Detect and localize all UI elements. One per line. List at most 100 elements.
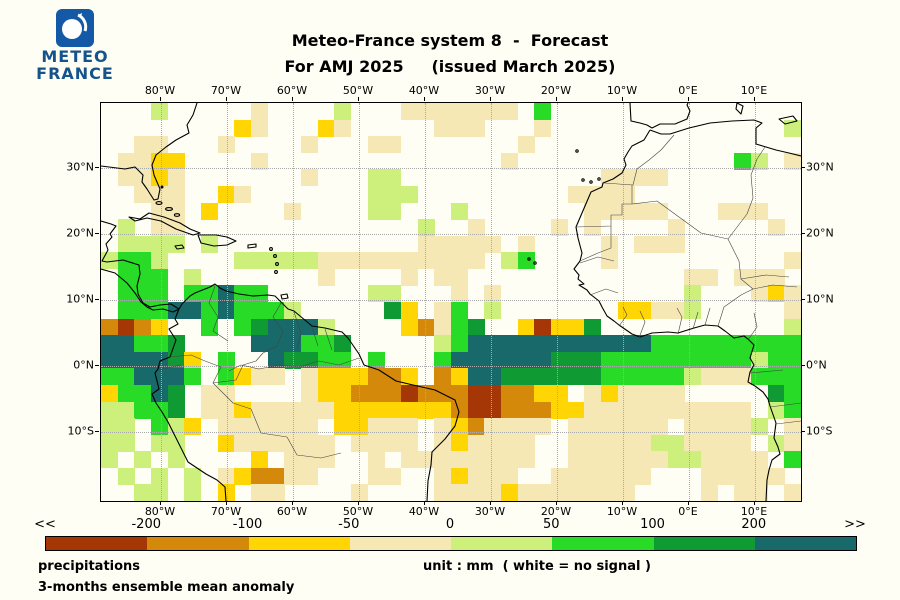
anomaly-cell bbox=[617, 401, 635, 419]
anomaly-cell bbox=[151, 185, 169, 203]
tick-top bbox=[490, 97, 491, 101]
anomaly-cell bbox=[267, 401, 285, 419]
anomaly-cell bbox=[301, 335, 319, 353]
anomaly-cell bbox=[267, 252, 285, 270]
colorbar-break-label: 100 bbox=[640, 517, 665, 532]
colorbar-break-label: >> bbox=[844, 517, 866, 532]
anomaly-cell bbox=[417, 318, 435, 336]
anomaly-cell bbox=[784, 451, 802, 469]
anomaly-cell bbox=[201, 285, 219, 303]
anomaly-cell bbox=[251, 467, 269, 485]
anomaly-cell bbox=[784, 368, 802, 386]
anomaly-cell bbox=[217, 384, 235, 402]
anomaly-cell bbox=[667, 302, 685, 320]
anomaly-cell bbox=[634, 467, 652, 485]
anomaly-cell bbox=[584, 434, 602, 452]
lon-tick-label-bottom: 10°W bbox=[606, 505, 638, 518]
anomaly-cell bbox=[217, 285, 235, 303]
anomaly-cell bbox=[601, 434, 619, 452]
anomaly-cell bbox=[151, 152, 169, 170]
anomaly-cell bbox=[151, 285, 169, 303]
anomaly-cell bbox=[251, 484, 269, 502]
anomaly-cell bbox=[167, 185, 185, 203]
anomaly-cell bbox=[167, 235, 185, 253]
anomaly-cell bbox=[634, 368, 652, 386]
lon-tick-label-bottom: 60°W bbox=[276, 505, 308, 518]
anomaly-cell bbox=[467, 368, 485, 386]
anomaly-cell bbox=[734, 484, 752, 502]
anomaly-cell bbox=[251, 252, 269, 270]
anomaly-cell bbox=[234, 285, 252, 303]
anomaly-cell bbox=[517, 335, 535, 353]
tick-left bbox=[95, 233, 99, 234]
anomaly-cell bbox=[251, 434, 269, 452]
lat-tick-label-left: 0°N bbox=[73, 358, 94, 372]
anomaly-cell bbox=[434, 335, 452, 353]
anomaly-cell bbox=[501, 103, 519, 121]
anomaly-cell bbox=[634, 351, 652, 369]
tick-top bbox=[754, 97, 755, 101]
anomaly-cell bbox=[617, 202, 635, 220]
anomaly-cell bbox=[684, 268, 702, 286]
anomaly-cell bbox=[634, 302, 652, 320]
anomaly-cell bbox=[584, 484, 602, 502]
anomaly-cell bbox=[117, 268, 135, 286]
anomaly-cell bbox=[567, 484, 585, 502]
anomaly-cell bbox=[534, 335, 552, 353]
tick-bottom bbox=[490, 501, 491, 505]
anomaly-cell bbox=[734, 202, 752, 220]
anomaly-cell bbox=[734, 152, 752, 170]
anomaly-cell bbox=[534, 318, 552, 336]
anomaly-cell bbox=[434, 235, 452, 253]
anomaly-cell bbox=[384, 434, 402, 452]
anomaly-cell bbox=[451, 302, 469, 320]
tick-bottom bbox=[424, 501, 425, 505]
anomaly-cell bbox=[117, 351, 135, 369]
anomaly-cell bbox=[751, 335, 769, 353]
anomaly-cell bbox=[167, 219, 185, 237]
anomaly-cell bbox=[267, 484, 285, 502]
anomaly-cell bbox=[167, 401, 185, 419]
anomaly-cell bbox=[234, 434, 252, 452]
anomaly-cell bbox=[301, 451, 319, 469]
anomaly-cell bbox=[584, 384, 602, 402]
anomaly-cell bbox=[151, 484, 169, 502]
anomaly-cell bbox=[384, 252, 402, 270]
anomaly-cell bbox=[634, 202, 652, 220]
anomaly-cell bbox=[151, 418, 169, 436]
anomaly-cell bbox=[567, 451, 585, 469]
anomaly-cell bbox=[101, 451, 119, 469]
anomaly-cell bbox=[551, 335, 569, 353]
lon-tick-label-bottom: 30°W bbox=[474, 505, 506, 518]
anomaly-cell bbox=[251, 152, 269, 170]
anomaly-cell bbox=[267, 335, 285, 353]
anomaly-cell bbox=[567, 434, 585, 452]
anomaly-cell bbox=[651, 434, 669, 452]
anomaly-cell bbox=[234, 252, 252, 270]
anomaly-cell bbox=[617, 368, 635, 386]
anomaly-cell bbox=[251, 285, 269, 303]
tick-bottom bbox=[754, 501, 755, 505]
anomaly-cell bbox=[184, 285, 202, 303]
lat-tick-label-right: 10°S bbox=[806, 424, 833, 438]
anomaly-cell bbox=[417, 384, 435, 402]
anomaly-cell bbox=[751, 451, 769, 469]
anomaly-cell bbox=[551, 384, 569, 402]
anomaly-cell bbox=[134, 285, 152, 303]
anomaly-cell bbox=[117, 219, 135, 237]
anomaly-cell bbox=[484, 285, 502, 303]
anomaly-cell bbox=[701, 351, 719, 369]
anomaly-cell bbox=[234, 302, 252, 320]
anomaly-cell bbox=[134, 368, 152, 386]
anomaly-cell bbox=[351, 368, 369, 386]
anomaly-cell bbox=[301, 169, 319, 187]
anomaly-cell bbox=[301, 252, 319, 270]
anomaly-cell bbox=[484, 401, 502, 419]
anomaly-cell bbox=[601, 484, 619, 502]
anomaly-cell bbox=[201, 401, 219, 419]
anomaly-cell bbox=[451, 384, 469, 402]
anomaly-cell bbox=[251, 335, 269, 353]
tick-right bbox=[801, 167, 805, 168]
anomaly-cell bbox=[717, 467, 735, 485]
anomaly-cell bbox=[701, 268, 719, 286]
